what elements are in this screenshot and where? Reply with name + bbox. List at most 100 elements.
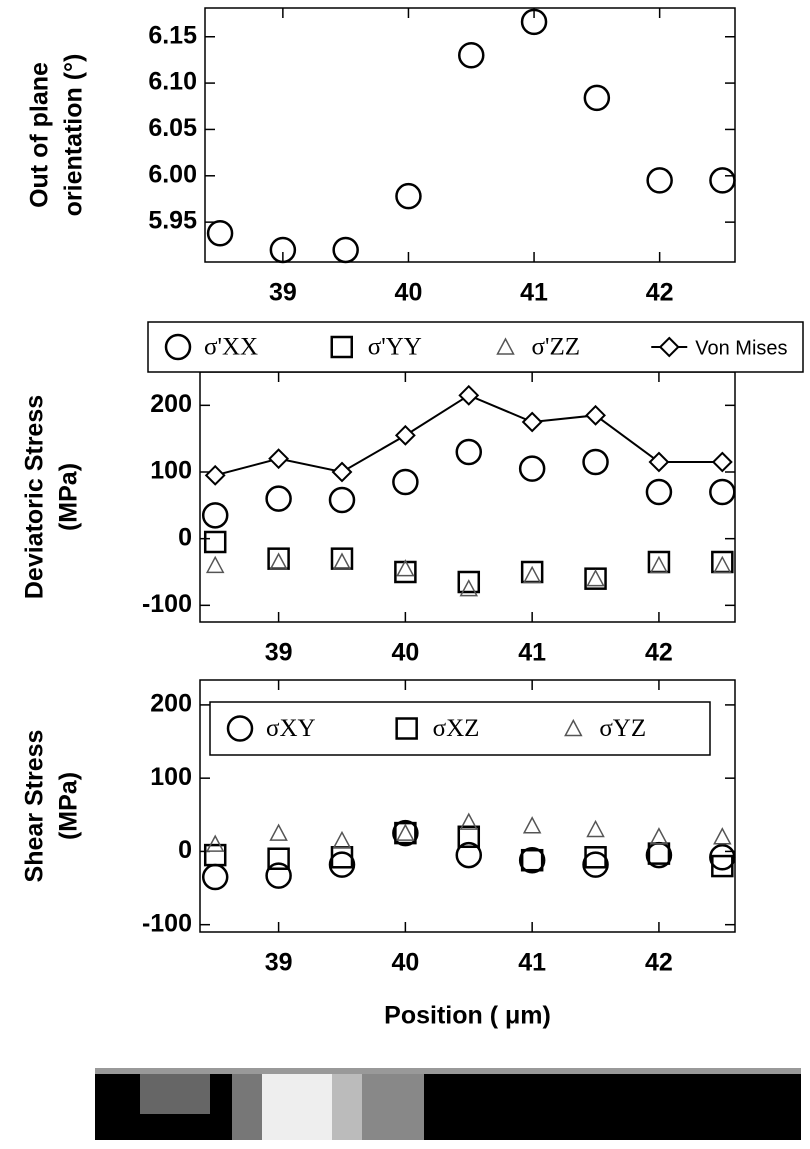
y-tick-label: 6.15 (148, 21, 197, 49)
data-point (201, 863, 229, 891)
plot-frame (199, 679, 736, 933)
x-tick-label: 39 (265, 639, 293, 667)
data-point (394, 821, 417, 845)
data-point (584, 567, 607, 590)
data-point (392, 468, 419, 496)
x-tick-label: 42 (646, 279, 674, 307)
legend-box (147, 321, 804, 373)
data-point (649, 555, 669, 574)
x-tick-label: 40 (391, 639, 419, 667)
data-point (269, 823, 288, 841)
y-tick-label: 6.10 (148, 68, 197, 96)
x-tick-label: 39 (269, 279, 297, 307)
data-point (205, 555, 225, 574)
data-point (646, 167, 673, 194)
x-tick-label: 40 (391, 949, 419, 977)
x-tick-label: 42 (645, 949, 673, 977)
data-point (711, 854, 734, 878)
legend-label: σ'XX (204, 334, 258, 361)
micrograph-edge (95, 1068, 801, 1074)
x-tick-label: 42 (645, 639, 673, 667)
data-point (265, 862, 292, 889)
legend-symbol (395, 717, 418, 740)
data-point (582, 448, 609, 476)
data-point (458, 384, 480, 406)
y-tick-label: 6.00 (148, 160, 197, 188)
legend-symbol (658, 336, 680, 358)
legend-symbol (226, 715, 254, 742)
data-point (455, 438, 483, 466)
data-point (457, 825, 481, 849)
data-point (206, 220, 234, 247)
data-point (521, 411, 543, 433)
y-tick-label: 6.05 (148, 114, 197, 142)
x-axis-label: Position ( μm) (384, 1002, 551, 1030)
x-tick-label: 41 (518, 639, 546, 667)
data-point (203, 843, 227, 867)
y-axis-label: Shear Stress (21, 730, 49, 883)
data-point (394, 424, 416, 446)
data-point (204, 464, 226, 486)
plot-frame (204, 7, 736, 263)
data-point (201, 502, 229, 529)
data-point (328, 486, 356, 514)
micrograph-background (95, 1068, 801, 1140)
data-point (203, 530, 227, 554)
data-point (585, 404, 606, 426)
y-tick-label: 0 (178, 836, 192, 864)
data-point (520, 848, 544, 872)
data-point (583, 84, 611, 112)
x-tick-label: 39 (265, 949, 293, 977)
legend-label: Von Mises (695, 337, 787, 359)
x-tick-label: 41 (518, 949, 546, 977)
y-tick-label: 0 (178, 523, 192, 551)
data-point (331, 461, 353, 483)
data-point (709, 844, 736, 871)
data-point (645, 478, 673, 506)
data-point (395, 182, 422, 210)
data-point (649, 827, 669, 845)
legend-symbol (164, 333, 192, 361)
data-point (459, 579, 479, 597)
legend-box (209, 701, 711, 756)
data-point (265, 485, 292, 512)
data-point (522, 816, 542, 834)
y-axis-label: (MPa) (55, 463, 83, 531)
y-axis-label: orientation (°) (60, 54, 88, 217)
data-point (586, 819, 605, 838)
data-point (586, 569, 605, 587)
data-point (520, 8, 548, 36)
data-point (455, 841, 483, 869)
data-point (457, 570, 481, 594)
micrograph-region (362, 1074, 424, 1140)
data-point (459, 812, 479, 830)
data-point (522, 565, 542, 584)
data-point (713, 827, 732, 845)
data-point (332, 552, 352, 570)
legend-label: σYZ (599, 715, 646, 742)
data-point (394, 560, 417, 584)
y-tick-label: 100 (150, 763, 192, 791)
legend-label: σXY (266, 715, 316, 742)
data-point (518, 455, 546, 482)
data-point (711, 451, 733, 473)
x-tick-label: 41 (520, 279, 548, 307)
data-point (392, 819, 419, 847)
y-tick-label: -100 (142, 909, 192, 937)
data-point (269, 552, 288, 570)
data-point (267, 847, 290, 870)
y-axis-label: Deviatoric Stress (21, 395, 49, 599)
legend-label: σ'ZZ (532, 334, 581, 361)
legend-symbol (330, 335, 353, 359)
data-point (330, 846, 354, 869)
data-point (332, 236, 359, 264)
y-tick-label: -100 (142, 590, 192, 618)
data-point (328, 851, 356, 878)
y-axis-label: (MPa) (55, 772, 83, 840)
data-point (458, 42, 485, 69)
y-tick-label: 100 (150, 457, 192, 485)
x-tick-label: 40 (395, 279, 423, 307)
micrograph (95, 1068, 801, 1140)
legend-label: σXZ (433, 715, 480, 742)
